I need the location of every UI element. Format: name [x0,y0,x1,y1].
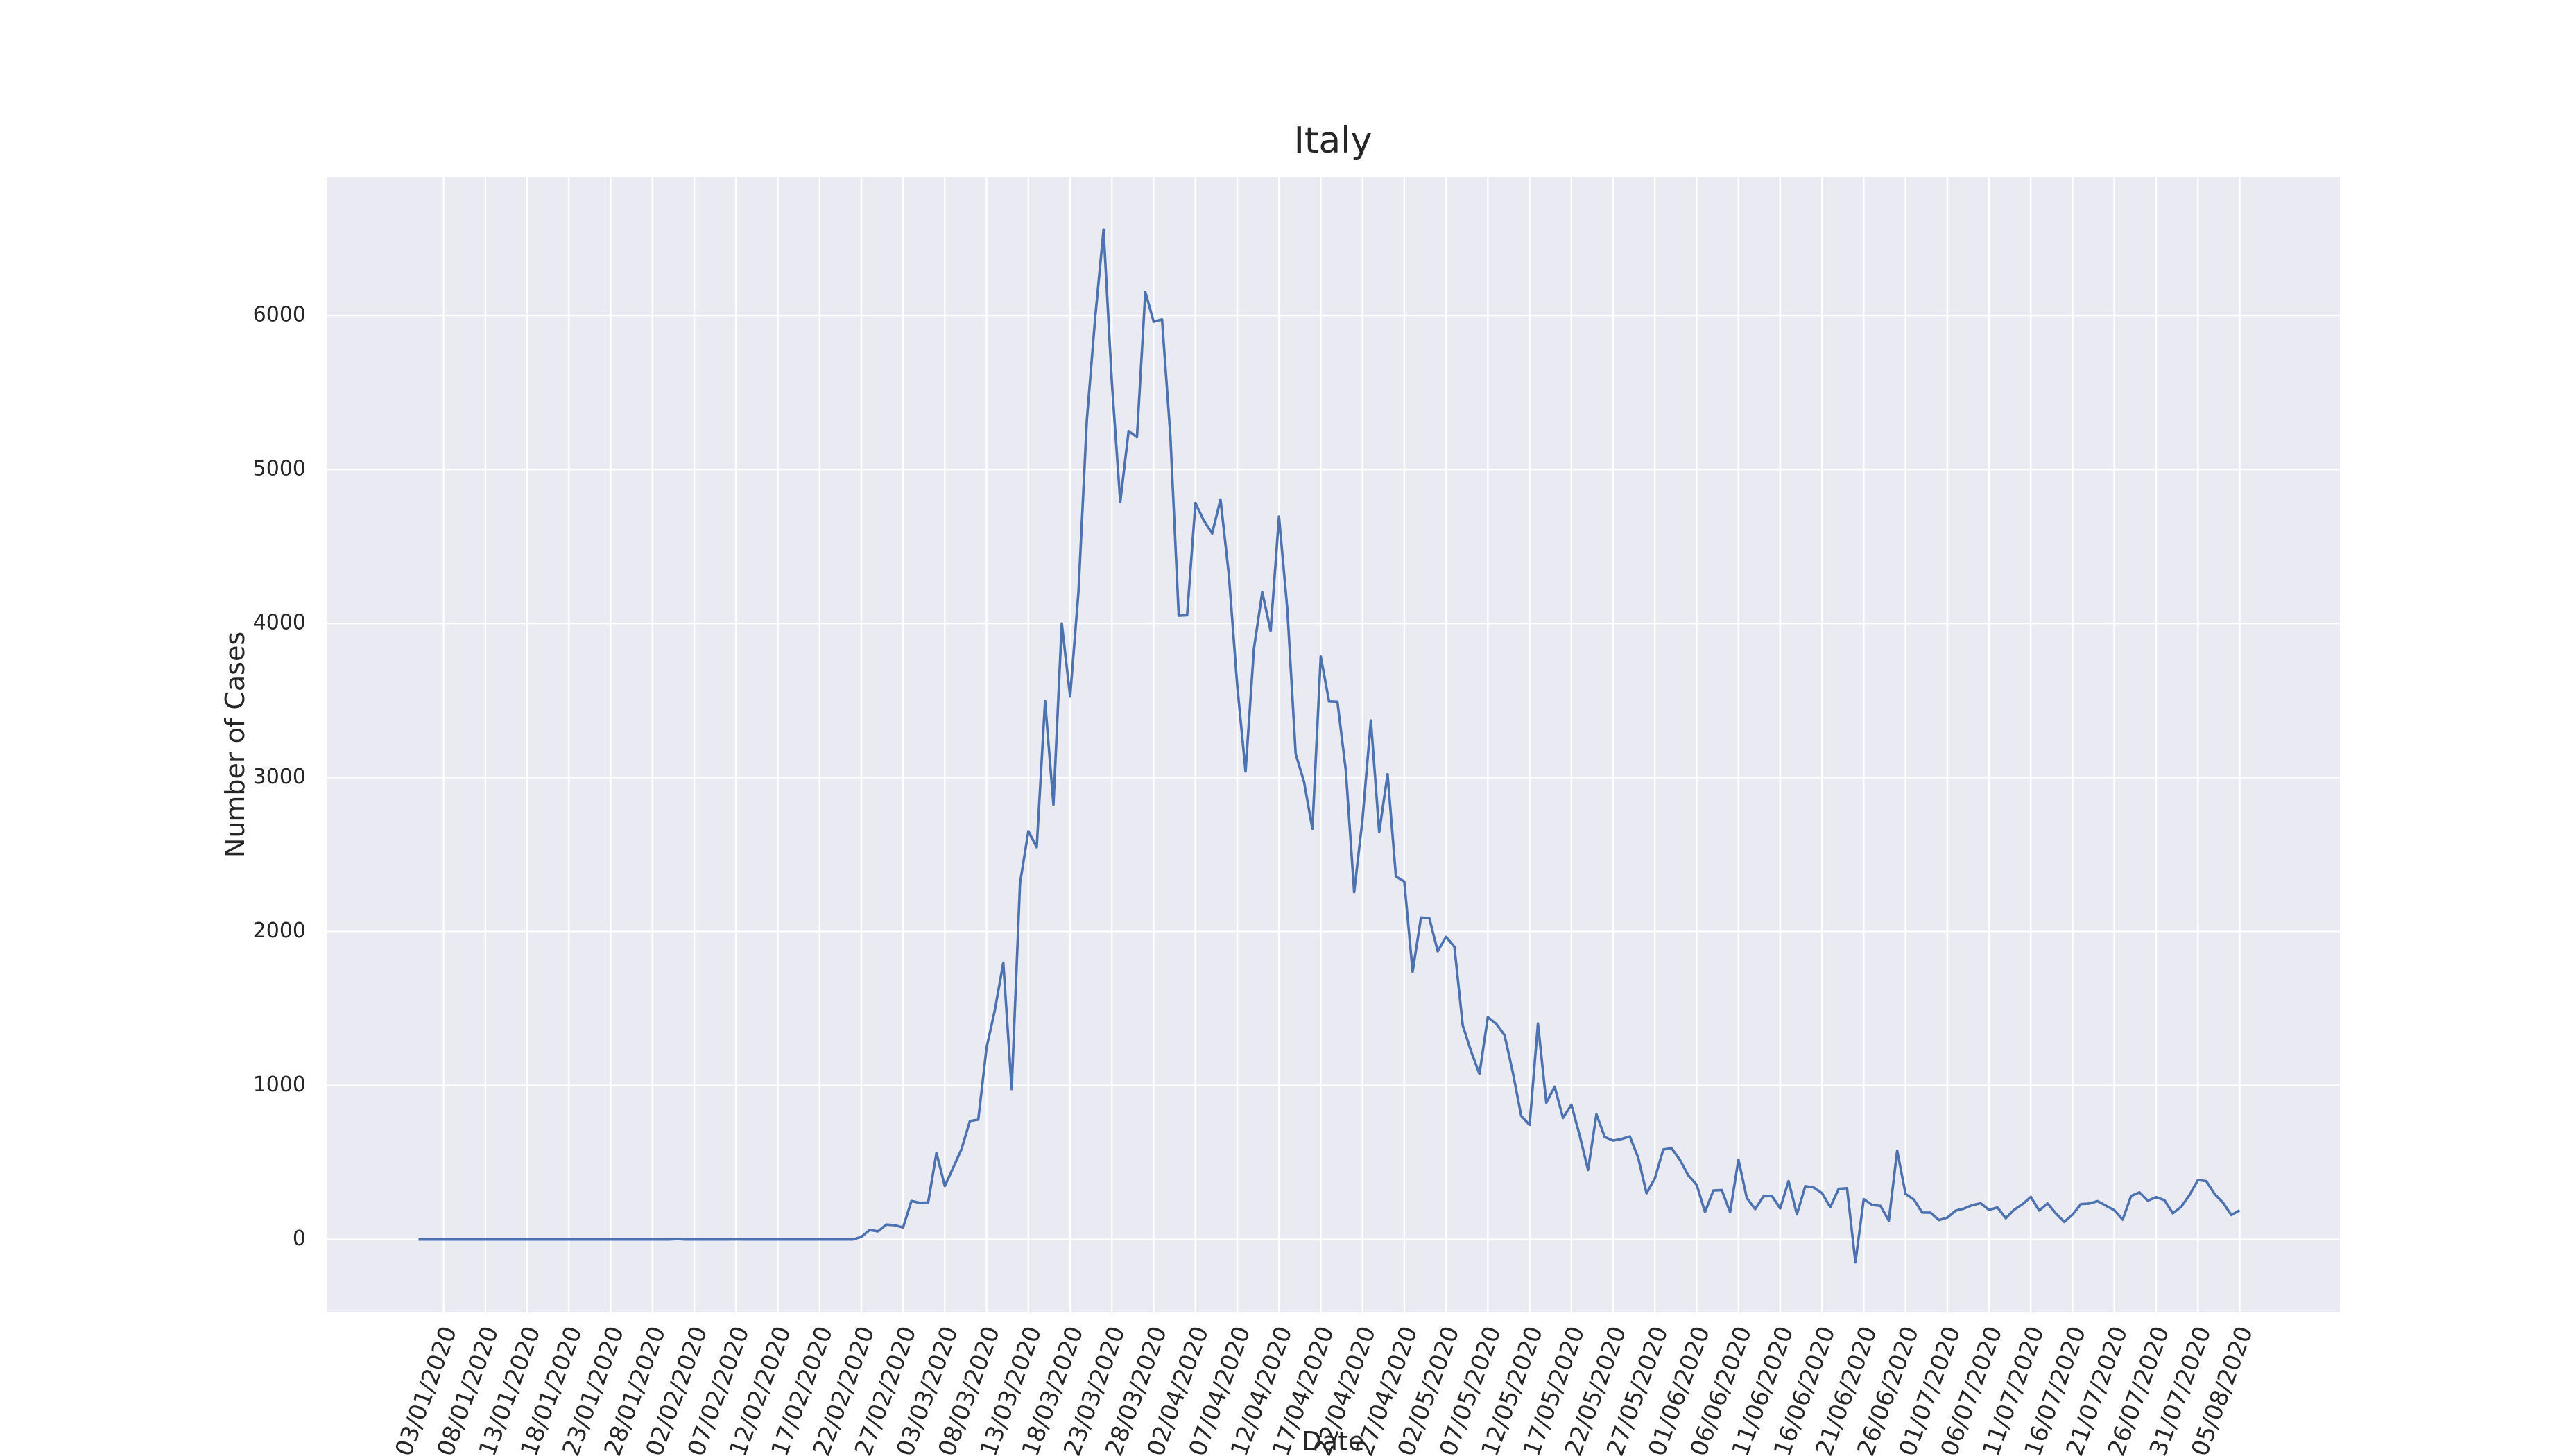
y-tick-label: 1000 [253,1073,306,1097]
y-tick-label: 4000 [253,611,306,635]
y-tick-label: 3000 [253,765,306,789]
y-tick-label: 6000 [253,303,306,327]
data-line [418,228,2241,1264]
y-tick-label: 0 [293,1227,306,1251]
plot-area [327,177,2340,1312]
y-axis-label: Number of Cases [220,632,250,858]
y-tick-label: 5000 [253,457,306,481]
y-tick-label: 2000 [253,919,306,943]
chart-title: Italy [1294,120,1372,162]
x-axis-label: Date [1302,1426,1365,1456]
